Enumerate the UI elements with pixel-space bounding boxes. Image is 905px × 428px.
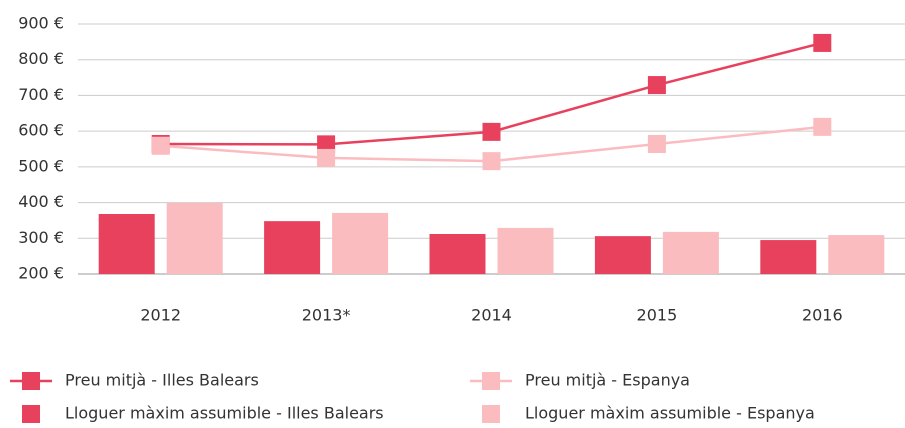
bar: [166, 202, 223, 274]
bar: [264, 221, 321, 274]
bar: [98, 214, 155, 274]
y-tick-label: 700 €: [18, 85, 64, 104]
x-tick-label: 2016: [802, 306, 843, 325]
y-tick-label: 900 €: [18, 14, 64, 33]
legend-marker: [482, 405, 500, 423]
bar: [332, 212, 389, 274]
line-marker: [151, 136, 170, 155]
y-tick-label: 800 €: [18, 49, 64, 68]
x-tick-label: 2015: [637, 306, 678, 325]
x-tick-label: 2013*: [302, 306, 351, 325]
bar: [594, 236, 651, 274]
x-tick-label: 2012: [140, 306, 181, 325]
x-tick-label: 2014: [471, 306, 512, 325]
legend-marker: [22, 405, 40, 423]
legend-label: Lloguer màxim assumible - Illes Balears: [65, 404, 384, 423]
line-marker: [647, 135, 666, 153]
line-marker: [482, 152, 501, 171]
line-marker: [813, 117, 832, 136]
y-tick-label: 300 €: [18, 228, 64, 247]
line-marker: [482, 122, 501, 141]
bar: [662, 231, 719, 274]
bar: [760, 240, 817, 274]
legend-label: Lloguer màxim assumible - Espanya: [525, 404, 815, 423]
y-tick-label: 500 €: [18, 156, 64, 175]
line-marker: [317, 135, 336, 154]
legend-marker: [482, 372, 500, 390]
line-marker: [813, 33, 832, 52]
bar: [828, 235, 885, 274]
legend-marker: [22, 372, 40, 390]
bar: [497, 227, 554, 274]
y-tick-label: 600 €: [18, 121, 64, 140]
y-tick-label: 400 €: [18, 192, 64, 211]
line-marker: [647, 76, 666, 95]
legend-label: Preu mitjà - Illes Balears: [65, 371, 259, 390]
bar: [429, 234, 486, 274]
legend-label: Preu mitjà - Espanya: [525, 371, 690, 390]
y-tick-label: 200 €: [18, 264, 64, 283]
line-marker: [317, 148, 336, 167]
